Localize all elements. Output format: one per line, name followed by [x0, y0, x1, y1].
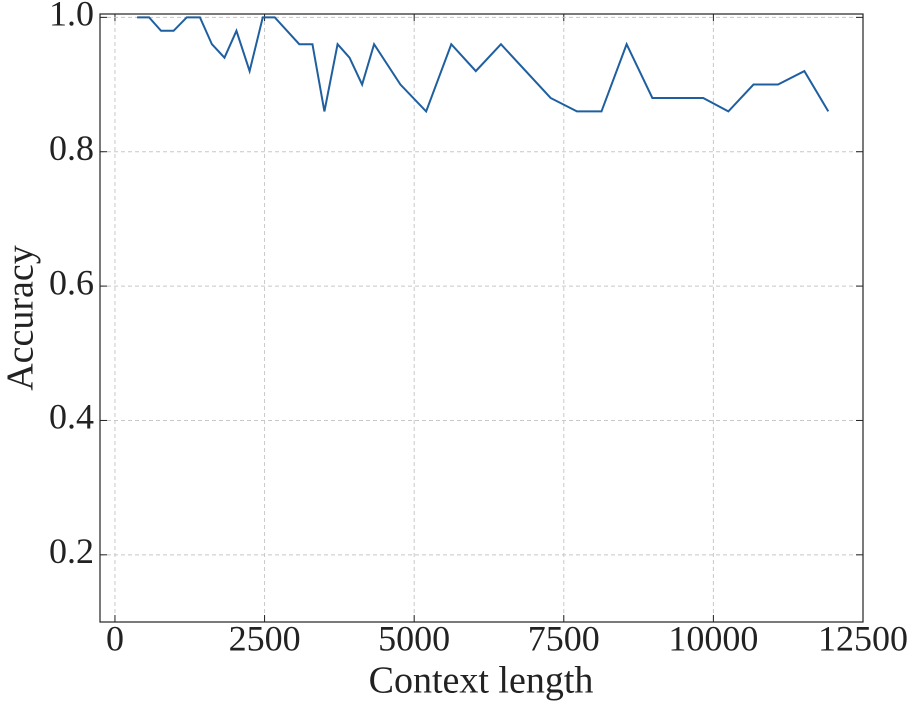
y-tick-label: 0.2 — [49, 531, 94, 571]
x-tick-label: 0 — [106, 618, 124, 658]
y-tick-label: 0.4 — [49, 397, 94, 437]
x-tick-label: 2500 — [229, 618, 301, 658]
x-tick-label: 5000 — [378, 618, 450, 658]
y-tick-label: 0.6 — [49, 262, 94, 302]
y-axis-label: Accuracy — [0, 245, 42, 391]
y-tick-label: 1.0 — [49, 0, 94, 34]
y-tick-label: 0.8 — [49, 128, 94, 168]
data-line — [137, 16, 830, 114]
x-tick-label: 12500 — [818, 618, 908, 658]
x-axis-label: Context length — [369, 660, 594, 702]
x-tick-label: 7500 — [528, 618, 600, 658]
plot-frame — [99, 13, 864, 623]
x-tick-label: 10000 — [668, 618, 758, 658]
